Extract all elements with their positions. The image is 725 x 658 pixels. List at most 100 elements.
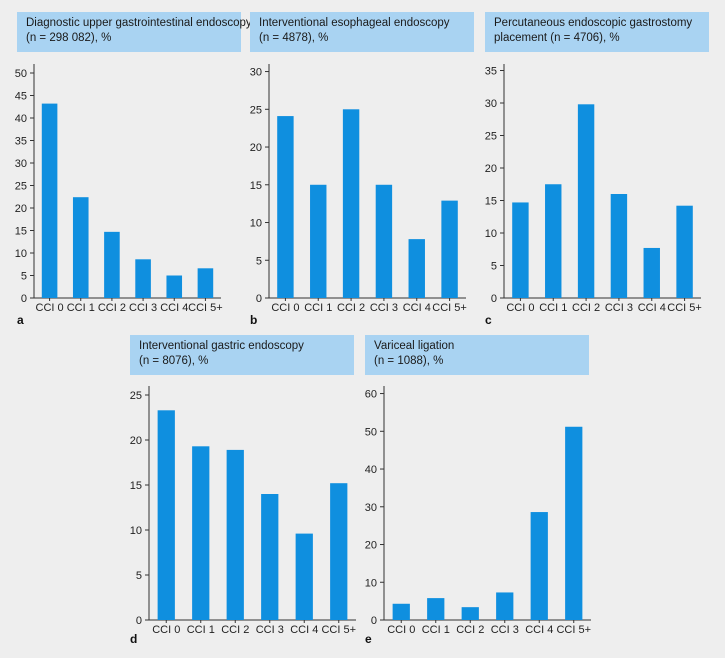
x-tick-label: CCI 0 — [36, 302, 64, 314]
panel-b-chart: 0 5 10 15 20 25 30 CCI 0 CCI 1 CCI 2 CCI 3 CCI 4 CCI… — [250, 64, 467, 314]
x-tick-label: CCI 0 — [387, 624, 415, 636]
y-tick-label: 15 — [15, 226, 27, 238]
bar — [441, 200, 458, 298]
x-tick-label: CCI 3 — [370, 302, 398, 314]
y-tick-label: 35 — [485, 66, 497, 78]
y-tick-label: 25 — [130, 390, 142, 402]
bar — [512, 202, 529, 298]
x-tick-label: CCI 3 — [605, 302, 633, 314]
y-tick-label: 10 — [365, 577, 377, 589]
x-tick-label: CCI 4 — [290, 624, 318, 636]
bar — [72, 197, 89, 298]
x-tick-label: CCI 2 — [221, 624, 249, 636]
panel-a-title-line2: (n = 298 082), % — [26, 32, 112, 44]
x-tick-label: CCI 3 — [256, 624, 284, 636]
panel-e-title-line2: (n = 1088), % — [374, 355, 444, 367]
panel-d-title-line2: (n = 8076), % — [139, 355, 209, 367]
panel-a-header: Diagnostic upper gastrointestinal endosc… — [17, 12, 252, 52]
x-tick-label: CCI 4 — [525, 624, 553, 636]
y-tick-label: 15 — [485, 196, 497, 208]
bar — [197, 268, 214, 298]
bar — [610, 194, 628, 298]
bar — [408, 239, 425, 298]
bar — [392, 603, 410, 620]
x-tick-label: CCI 2 — [456, 624, 484, 636]
bar — [342, 109, 360, 299]
x-tick-label: CCI 3 — [129, 302, 157, 314]
bar — [577, 104, 595, 298]
panel-c-header: Percutaneous endoscopic gastrostomy plac… — [485, 12, 709, 52]
y-tick-label: 10 — [250, 218, 262, 230]
x-tick-label: CCI 5+ — [667, 302, 702, 314]
y-tick-label: 25 — [15, 181, 27, 193]
y-tick-label: 30 — [485, 98, 497, 110]
y-tick-label: 5 — [256, 255, 262, 267]
panel-d-letter: d — [130, 632, 138, 646]
x-tick-label: CCI 4 — [403, 302, 431, 314]
y-tick-label: 25 — [250, 104, 262, 116]
y-tick-label: 25 — [485, 131, 497, 143]
x-tick-label: CCI 5+ — [556, 624, 591, 636]
bar — [41, 103, 58, 298]
bar — [261, 494, 279, 620]
panel-d-chart: 0 5 10 15 20 25 CCI 0 CCI 1 CCI 2 CCI 3 CCI 4 CCI 5… — [130, 386, 356, 636]
bar — [461, 607, 479, 620]
bar — [565, 426, 583, 620]
bar — [330, 483, 348, 620]
x-tick-label: CCI 5+ — [321, 624, 356, 636]
y-tick-label: 10 — [15, 248, 27, 260]
panel-c-title-line2: placement (n = 4706), % — [494, 32, 620, 44]
bar — [530, 512, 548, 620]
panel-c-title-line1: Percutaneous endoscopic gastrostomy — [494, 17, 693, 29]
panel-b-title-line2: (n = 4878), % — [259, 32, 329, 44]
panel-e-title-line1: Variceal ligation — [374, 340, 455, 352]
x-tick-label: CCI 1 — [187, 624, 215, 636]
y-tick-label: 20 — [250, 142, 262, 154]
x-tick-label: CCI 1 — [422, 624, 450, 636]
x-tick-label: CCI 1 — [304, 302, 332, 314]
panel-a-chart: 0 5 10 15 20 25 30 35 40 45 50 CCI 0 CCI 1 CCI 2 CCI 3… — [15, 64, 223, 314]
x-tick-label: CCI 5+ — [188, 302, 223, 314]
y-tick-label: 20 — [485, 163, 497, 175]
bar — [226, 449, 244, 620]
panel-d-title-line1: Interventional gastric endoscopy — [139, 340, 304, 352]
y-tick-label: 40 — [365, 464, 377, 476]
x-tick-label: CCI 5+ — [432, 302, 467, 314]
y-tick-label: 35 — [15, 136, 27, 148]
x-tick-label: CCI 0 — [271, 302, 299, 314]
panel-b-title-line1: Interventional esophageal endoscopy — [259, 17, 450, 29]
y-tick-label: 5 — [21, 271, 27, 283]
y-tick-label: 30 — [15, 158, 27, 170]
y-tick-label: 15 — [250, 180, 262, 192]
y-tick-label: 10 — [485, 228, 497, 240]
panel-d-header: Interventional gastric endoscopy (n = 80… — [130, 335, 354, 375]
bar — [375, 184, 393, 298]
bar — [166, 275, 183, 298]
y-tick-label: 20 — [130, 435, 142, 447]
x-tick-label: CCI 4 — [160, 302, 188, 314]
y-tick-label: 10 — [130, 525, 142, 537]
bar — [104, 231, 120, 298]
y-tick-label: 0 — [491, 293, 497, 305]
y-tick-label: 50 — [15, 68, 27, 80]
x-tick-label: CCI 1 — [539, 302, 567, 314]
y-tick-label: 5 — [136, 570, 142, 582]
x-tick-label: CCI 4 — [638, 302, 666, 314]
x-tick-label: CCI 3 — [491, 624, 519, 636]
y-tick-label: 0 — [21, 293, 27, 305]
bar — [157, 410, 175, 620]
panel-e-header: Variceal ligation (n = 1088), % — [365, 335, 589, 375]
panel-e-chart: 0 10 20 30 40 50 60 CCI 0 CCI 1 CCI 2 CCI 3 CCI 4 CC… — [365, 386, 591, 636]
y-tick-label: 30 — [250, 67, 262, 79]
panel-c-letter: c — [485, 313, 492, 327]
y-tick-label: 20 — [365, 540, 377, 552]
bar — [427, 598, 445, 620]
y-tick-label: 5 — [491, 261, 497, 273]
y-tick-label: 20 — [15, 203, 27, 215]
y-tick-label: 30 — [365, 502, 377, 514]
bar — [277, 116, 294, 299]
panel-a-letter: a — [17, 313, 24, 327]
bar — [295, 533, 313, 620]
panel-b-letter: b — [250, 313, 258, 327]
bar — [643, 247, 660, 298]
